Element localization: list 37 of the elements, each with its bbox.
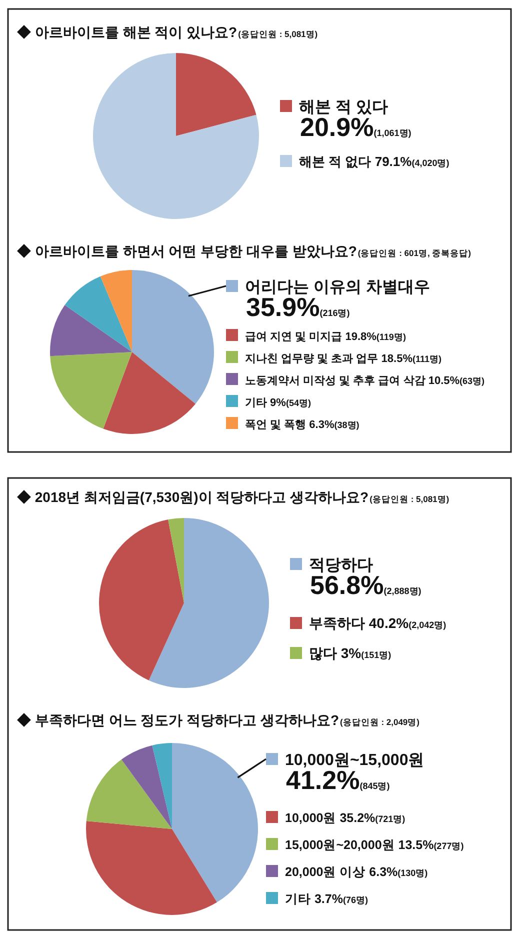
pie-slice [93,53,259,219]
pie-slice [103,352,196,434]
legend-label: 기타 9%(54명) [245,397,311,409]
pie-slice [86,821,217,915]
legend-label: 기타 3.7%(76명) [285,892,368,906]
legend-label: 부족하다 40.2%(2,042명) [309,615,446,631]
chart-title: ◆ 2018년 최저임금(7,530원)이 적당하다고 생각하나요? [17,489,369,505]
chart-subtitle: (응답인원 : 5,081명) [370,494,450,504]
legend-label: 10,000원~15,000원 [285,752,424,769]
pie-slice [176,53,256,136]
pie-slice [100,270,132,352]
pie-slice [50,352,132,429]
legend-label: 급여 지연 및 미지급 19.8%(119명) [245,331,406,343]
legend-label: 폭언 및 폭행 6.3%(38명) [245,419,360,431]
chart-subtitle: (응답인원 : 2,049명) [340,717,420,727]
legend-label: 20,000원 이상 6.3%(130명) [285,865,428,879]
pie-slice [121,745,172,829]
pie-slice [64,276,132,352]
chart-title: ◆ 아르바이트를 해본 적이 있나요? [17,24,238,40]
pie-slice [148,518,269,688]
chart-subtitle: (응답인원 : 601명, 중복응답) [358,248,472,258]
chart-title: ◆ 아르바이트를 하면서 어떤 부당한 대우를 받았나요? [17,243,357,259]
pie-slice [86,759,172,829]
pie-slice [50,305,132,356]
pie-slice [152,743,172,829]
legend-label: 노동계약서 미작성 및 추후 급여 삭감 10.5%(63명) [245,375,485,387]
legend-label: 해본 적 없다 79.1%(4,020명) [299,154,450,169]
pie-slice [99,520,184,680]
pie-slice [168,518,184,603]
legend-label: 지나친 업무량 및 초과 업무 18.5%(111명) [244,353,442,365]
legend-label: 많다 3%(151명) [309,645,392,661]
chart-title: ◆ 부족하다면 어느 정도가 적당하다고 생각하나요? [17,712,339,728]
chart-subtitle: (응답인원 : 5,081명) [238,29,318,39]
legend-label: 15,000원~20,000원 13.5%(277명) [285,838,464,852]
pie-slice [132,270,214,404]
legend-label: 10,000원 35.2%(721명) [285,811,406,825]
pie-slice [172,743,258,902]
